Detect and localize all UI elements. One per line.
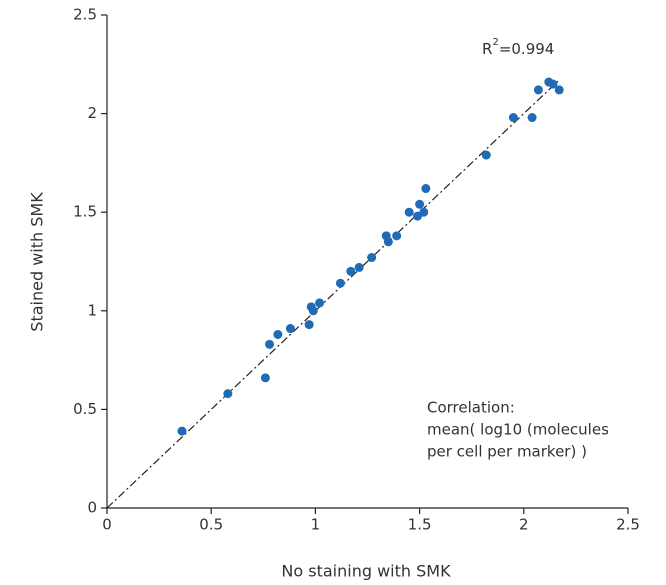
point <box>308 306 318 316</box>
point <box>265 339 275 349</box>
y-axis-label: Stained with SMK <box>28 192 47 332</box>
point <box>285 324 295 334</box>
point <box>508 113 518 123</box>
r-squared: R2=0.994 <box>482 37 554 58</box>
point <box>421 184 431 194</box>
point <box>367 253 377 263</box>
point <box>527 113 537 123</box>
point <box>404 207 414 217</box>
x-tick-label: 0 <box>102 516 112 534</box>
point <box>481 150 491 160</box>
y-tick-label: 0 <box>87 499 97 517</box>
annotation-line: Correlation: <box>427 399 515 417</box>
x-tick-label: 0.5 <box>199 516 223 534</box>
point <box>419 207 429 217</box>
x-tick-label: 2 <box>519 516 529 534</box>
point <box>383 237 393 247</box>
y-tick-label: 2 <box>87 104 97 122</box>
point <box>315 298 325 308</box>
point <box>273 329 283 339</box>
x-tick-label: 1 <box>311 516 321 534</box>
point <box>354 262 364 272</box>
point <box>335 278 345 288</box>
point <box>304 320 314 330</box>
point <box>260 373 270 383</box>
point <box>223 389 233 399</box>
x-axis-label: No staining with SMK <box>281 562 451 581</box>
y-tick-label: 1.5 <box>73 203 97 221</box>
y-tick-label: 2.5 <box>73 6 97 24</box>
point <box>392 231 402 241</box>
annotation: Correlation: mean( log10 (molecules per ce… <box>427 399 609 461</box>
annotation-line: mean( log10 (molecules <box>427 421 609 439</box>
point <box>415 199 425 209</box>
point <box>346 266 356 276</box>
point <box>177 426 187 436</box>
point <box>533 85 543 95</box>
y-tick-label: 1 <box>87 301 97 319</box>
point <box>548 79 558 89</box>
x-tick-label: 1.5 <box>408 516 432 534</box>
x-tick-label: 2.5 <box>616 516 640 534</box>
annotation-line: per cell per marker) ) <box>427 443 587 461</box>
point <box>554 85 564 95</box>
y-tick-label: 0.5 <box>73 400 97 418</box>
